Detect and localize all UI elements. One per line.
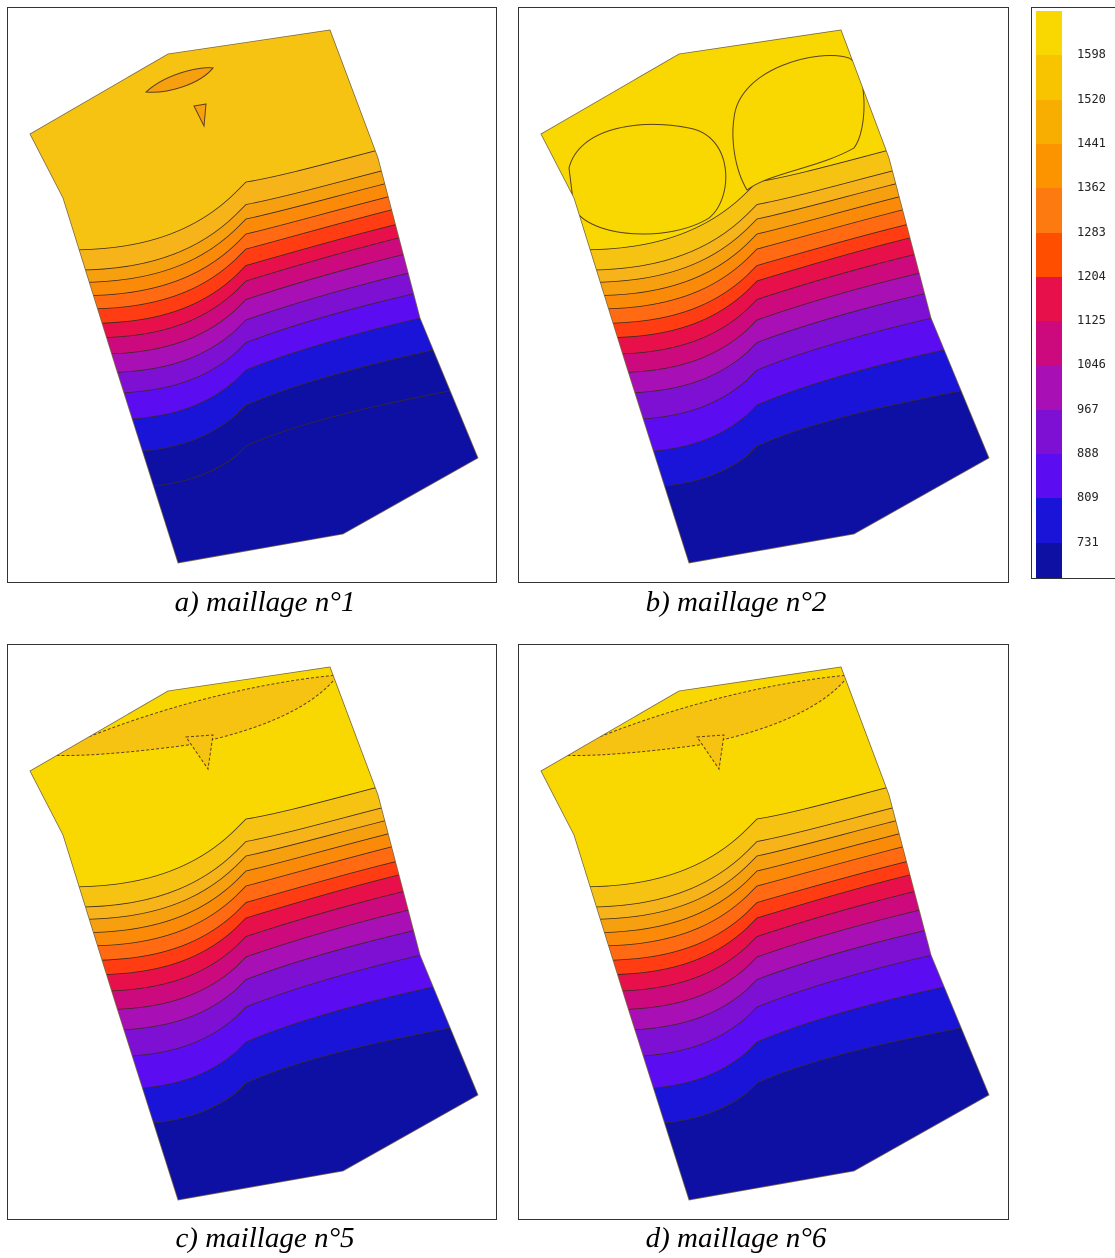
contour-svg bbox=[29, 666, 479, 1201]
temperature-color-legend: 1598 1520 1441 1362 1283 1204 1125 1046 967 888 80… bbox=[1031, 7, 1115, 579]
legend-label: 731 bbox=[1077, 534, 1099, 549]
legend-swatch bbox=[1036, 409, 1062, 455]
cool-lens bbox=[696, 734, 725, 771]
legend-swatch bbox=[1036, 99, 1062, 145]
contour-plot-mesh-1 bbox=[7, 7, 497, 583]
legend-swatch bbox=[1036, 11, 1062, 57]
legend-swatch bbox=[1036, 276, 1062, 322]
cool-lens bbox=[557, 674, 851, 757]
contour-svg bbox=[540, 29, 990, 564]
block-outline bbox=[29, 666, 479, 1201]
hot-lobe-left bbox=[568, 123, 727, 235]
contour-plot-mesh-6 bbox=[518, 644, 1009, 1220]
legend-label: 888 bbox=[1077, 446, 1099, 460]
legend-swatch bbox=[1036, 188, 1062, 234]
legend-label: 1441 bbox=[1077, 135, 1106, 150]
contour-plot-mesh-2 bbox=[518, 7, 1009, 583]
legend-swatch bbox=[1036, 542, 1062, 578]
legend-label: 1046 bbox=[1077, 357, 1106, 372]
caption-mesh-6: d) maillage n°6 bbox=[645, 1222, 827, 1254]
legend-swatch bbox=[1036, 143, 1062, 189]
legend-label: 1362 bbox=[1077, 180, 1106, 195]
caption-mesh-1: a) maillage n°1 bbox=[174, 586, 356, 618]
hot-lobe-right bbox=[732, 55, 865, 191]
contour-svg bbox=[540, 666, 990, 1201]
legend-label: 967 bbox=[1077, 401, 1099, 416]
hot-spot bbox=[144, 67, 214, 93]
legend-swatch bbox=[1036, 454, 1062, 500]
contour-svg bbox=[29, 29, 479, 564]
block-outline bbox=[540, 666, 990, 1201]
legend-swatch bbox=[1036, 55, 1062, 101]
cool-lens bbox=[46, 674, 340, 757]
legend-swatch bbox=[1036, 365, 1062, 411]
hot-spot bbox=[193, 103, 207, 128]
legend-label: 809 bbox=[1077, 490, 1099, 505]
cool-lens bbox=[185, 734, 214, 771]
legend-swatch bbox=[1036, 232, 1062, 278]
legend-label: 1283 bbox=[1077, 224, 1106, 239]
block-outline bbox=[29, 29, 479, 564]
legend-label: 1204 bbox=[1077, 268, 1106, 283]
legend-label: 1598 bbox=[1077, 47, 1106, 62]
legend-swatch bbox=[1036, 498, 1062, 544]
legend-label: 1125 bbox=[1077, 313, 1106, 328]
legend-label: 1520 bbox=[1077, 91, 1106, 106]
legend-swatch bbox=[1036, 321, 1062, 367]
block-outline bbox=[540, 29, 990, 564]
caption-mesh-5: c) maillage n°5 bbox=[175, 1222, 355, 1254]
contour-plot-mesh-5 bbox=[7, 644, 497, 1220]
caption-mesh-2: b) maillage n°2 bbox=[645, 586, 827, 618]
